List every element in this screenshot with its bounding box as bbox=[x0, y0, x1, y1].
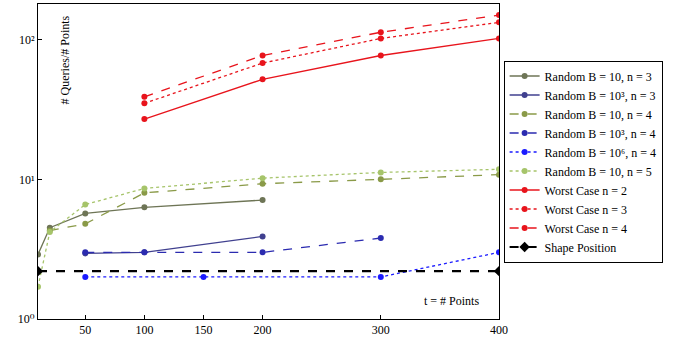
svg-text:Worst Case n = 4: Worst Case n = 4 bbox=[545, 222, 627, 236]
svg-text:10¹: 10¹ bbox=[19, 173, 35, 187]
svg-text:Worst Case n = 3: Worst Case n = 3 bbox=[545, 203, 627, 217]
svg-text:10⁰: 10⁰ bbox=[18, 312, 35, 326]
svg-text:200: 200 bbox=[254, 323, 272, 337]
svg-text:150: 150 bbox=[194, 323, 212, 337]
svg-text:Shape Position: Shape Position bbox=[545, 241, 617, 255]
svg-text:300: 300 bbox=[372, 323, 390, 337]
svg-text:100: 100 bbox=[135, 323, 153, 337]
svg-text:Random B = 10³, n = 4: Random B = 10³, n = 4 bbox=[545, 127, 656, 141]
svg-text:10²: 10² bbox=[19, 33, 35, 47]
svg-text:400: 400 bbox=[490, 323, 508, 337]
svg-text:# Queries/# Points: # Queries/# Points bbox=[58, 15, 72, 104]
svg-text:Random B = 10, n = 3: Random B = 10, n = 3 bbox=[545, 70, 652, 84]
svg-text:Random B = 10⁶, n = 4: Random B = 10⁶, n = 4 bbox=[545, 146, 656, 160]
svg-text:Random B = 10, n = 4: Random B = 10, n = 4 bbox=[545, 108, 652, 122]
svg-text:t = # Points: t = # Points bbox=[424, 294, 479, 308]
svg-text:Random B = 10, n = 5: Random B = 10, n = 5 bbox=[545, 165, 652, 179]
svg-text:Random B = 10³, n = 3: Random B = 10³, n = 3 bbox=[545, 89, 656, 103]
svg-text:Worst Case n = 2: Worst Case n = 2 bbox=[545, 184, 627, 198]
svg-text:50: 50 bbox=[79, 323, 91, 337]
